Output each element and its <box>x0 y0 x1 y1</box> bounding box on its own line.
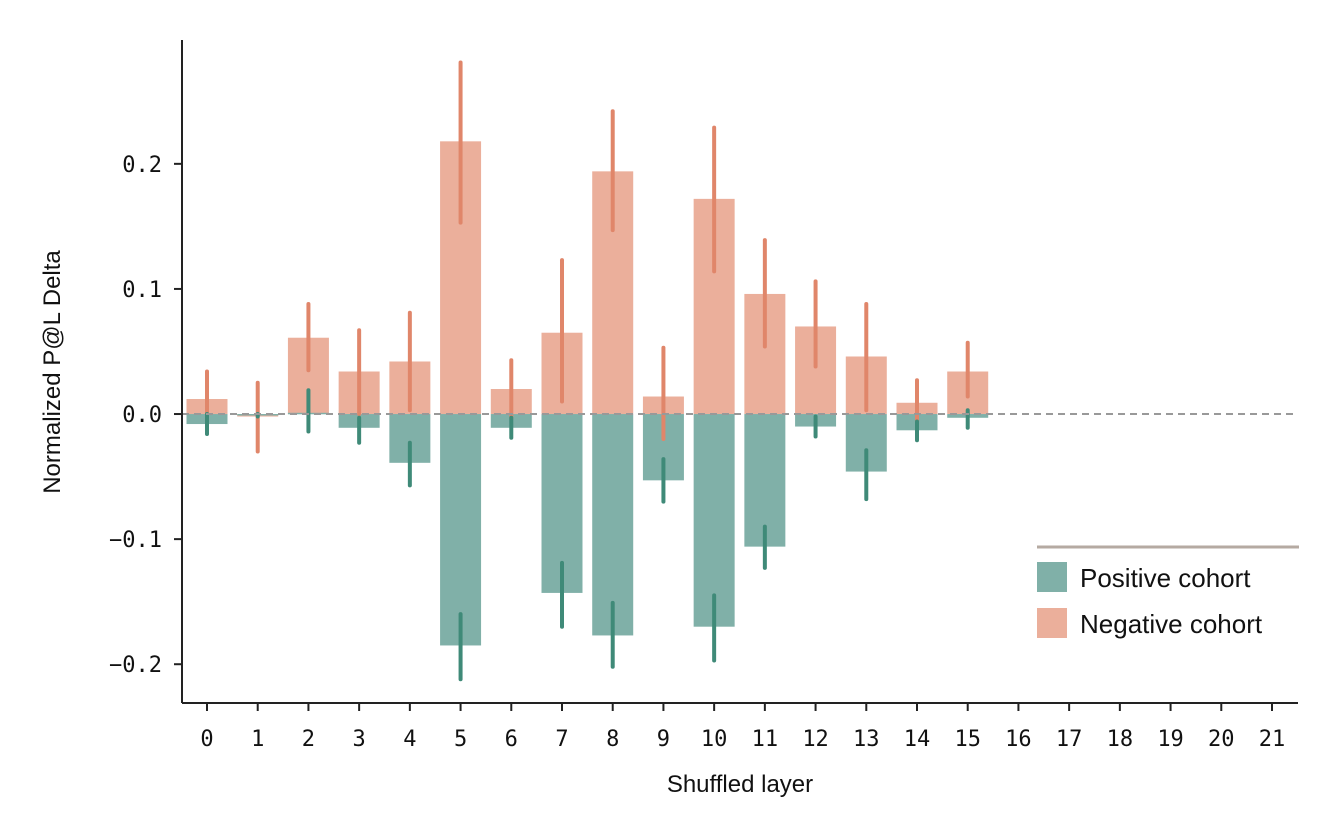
legend-label-negative: Negative cohort <box>1080 609 1263 639</box>
bar-positive-layer-10 <box>693 414 735 627</box>
x-tick-label: 12 <box>802 727 829 752</box>
bar-positive-layer-5 <box>440 414 482 646</box>
x-tick-label: 16 <box>1005 727 1032 752</box>
legend-swatch-negative <box>1037 608 1067 638</box>
bar-positive-layer-11 <box>744 414 786 547</box>
x-tick-label: 8 <box>606 727 619 752</box>
x-tick-label: 18 <box>1107 727 1134 752</box>
y-tick-label: 0.1 <box>122 278 162 303</box>
x-tick-label: 10 <box>701 727 728 752</box>
x-tick-label: 5 <box>454 727 467 752</box>
x-tick-label: 1 <box>251 727 264 752</box>
y-axis-label: Normalized P@L Delta <box>39 250 66 494</box>
x-tick-label: 11 <box>752 727 779 752</box>
bar-positive-layer-8 <box>592 414 634 636</box>
legend-label-positive: Positive cohort <box>1080 563 1251 593</box>
x-tick-label: 7 <box>555 727 568 752</box>
x-tick-label: 4 <box>403 727 416 752</box>
x-axis-label: Shuffled layer <box>667 771 813 798</box>
legend-swatch-positive <box>1037 562 1067 592</box>
y-tick-label: 0.0 <box>122 403 162 428</box>
x-tick-label: 2 <box>302 727 315 752</box>
x-tick-label: 20 <box>1208 727 1235 752</box>
legend: Positive cohort Negative cohort <box>1037 545 1299 639</box>
x-tick-label: 21 <box>1259 727 1286 752</box>
x-tick-label: 14 <box>904 727 931 752</box>
x-tick-label: 0 <box>200 727 213 752</box>
x-tick-label: 3 <box>353 727 366 752</box>
x-tick-label: 19 <box>1157 727 1184 752</box>
x-tick-label: 15 <box>954 727 981 752</box>
y-tick-label: −0.2 <box>109 653 162 678</box>
y-tick-label: −0.1 <box>109 528 162 553</box>
x-tick-label: 9 <box>657 727 670 752</box>
x-tick-label: 17 <box>1056 727 1083 752</box>
x-tick-label: 6 <box>505 727 518 752</box>
y-tick-label: 0.2 <box>122 153 162 178</box>
x-tick-label: 13 <box>853 727 880 752</box>
